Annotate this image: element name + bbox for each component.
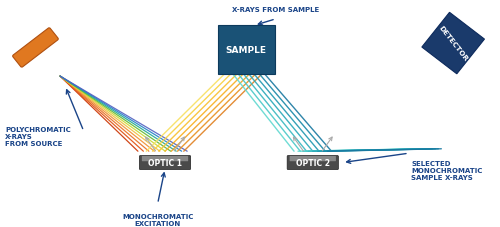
FancyBboxPatch shape bbox=[290, 156, 336, 161]
FancyBboxPatch shape bbox=[422, 13, 484, 74]
FancyBboxPatch shape bbox=[140, 156, 190, 170]
FancyBboxPatch shape bbox=[142, 156, 188, 161]
Text: SAMPLE: SAMPLE bbox=[226, 46, 267, 55]
Text: POLYCHROMATIC
X-RAYS
FROM SOURCE: POLYCHROMATIC X-RAYS FROM SOURCE bbox=[5, 126, 70, 146]
FancyBboxPatch shape bbox=[12, 29, 58, 68]
Text: X-RAYS FROM SAMPLE: X-RAYS FROM SAMPLE bbox=[232, 7, 320, 13]
Text: DETECTOR: DETECTOR bbox=[438, 25, 469, 63]
Text: SELECTED
MONOCHROMATIC
SAMPLE X-RAYS: SELECTED MONOCHROMATIC SAMPLE X-RAYS bbox=[412, 160, 482, 180]
Text: MONOCHROMATIC
EXCITATION: MONOCHROMATIC EXCITATION bbox=[122, 213, 194, 226]
FancyBboxPatch shape bbox=[287, 156, 339, 170]
Text: OPTIC 1: OPTIC 1 bbox=[148, 158, 182, 167]
FancyBboxPatch shape bbox=[218, 26, 274, 74]
Text: OPTIC 2: OPTIC 2 bbox=[296, 158, 330, 167]
